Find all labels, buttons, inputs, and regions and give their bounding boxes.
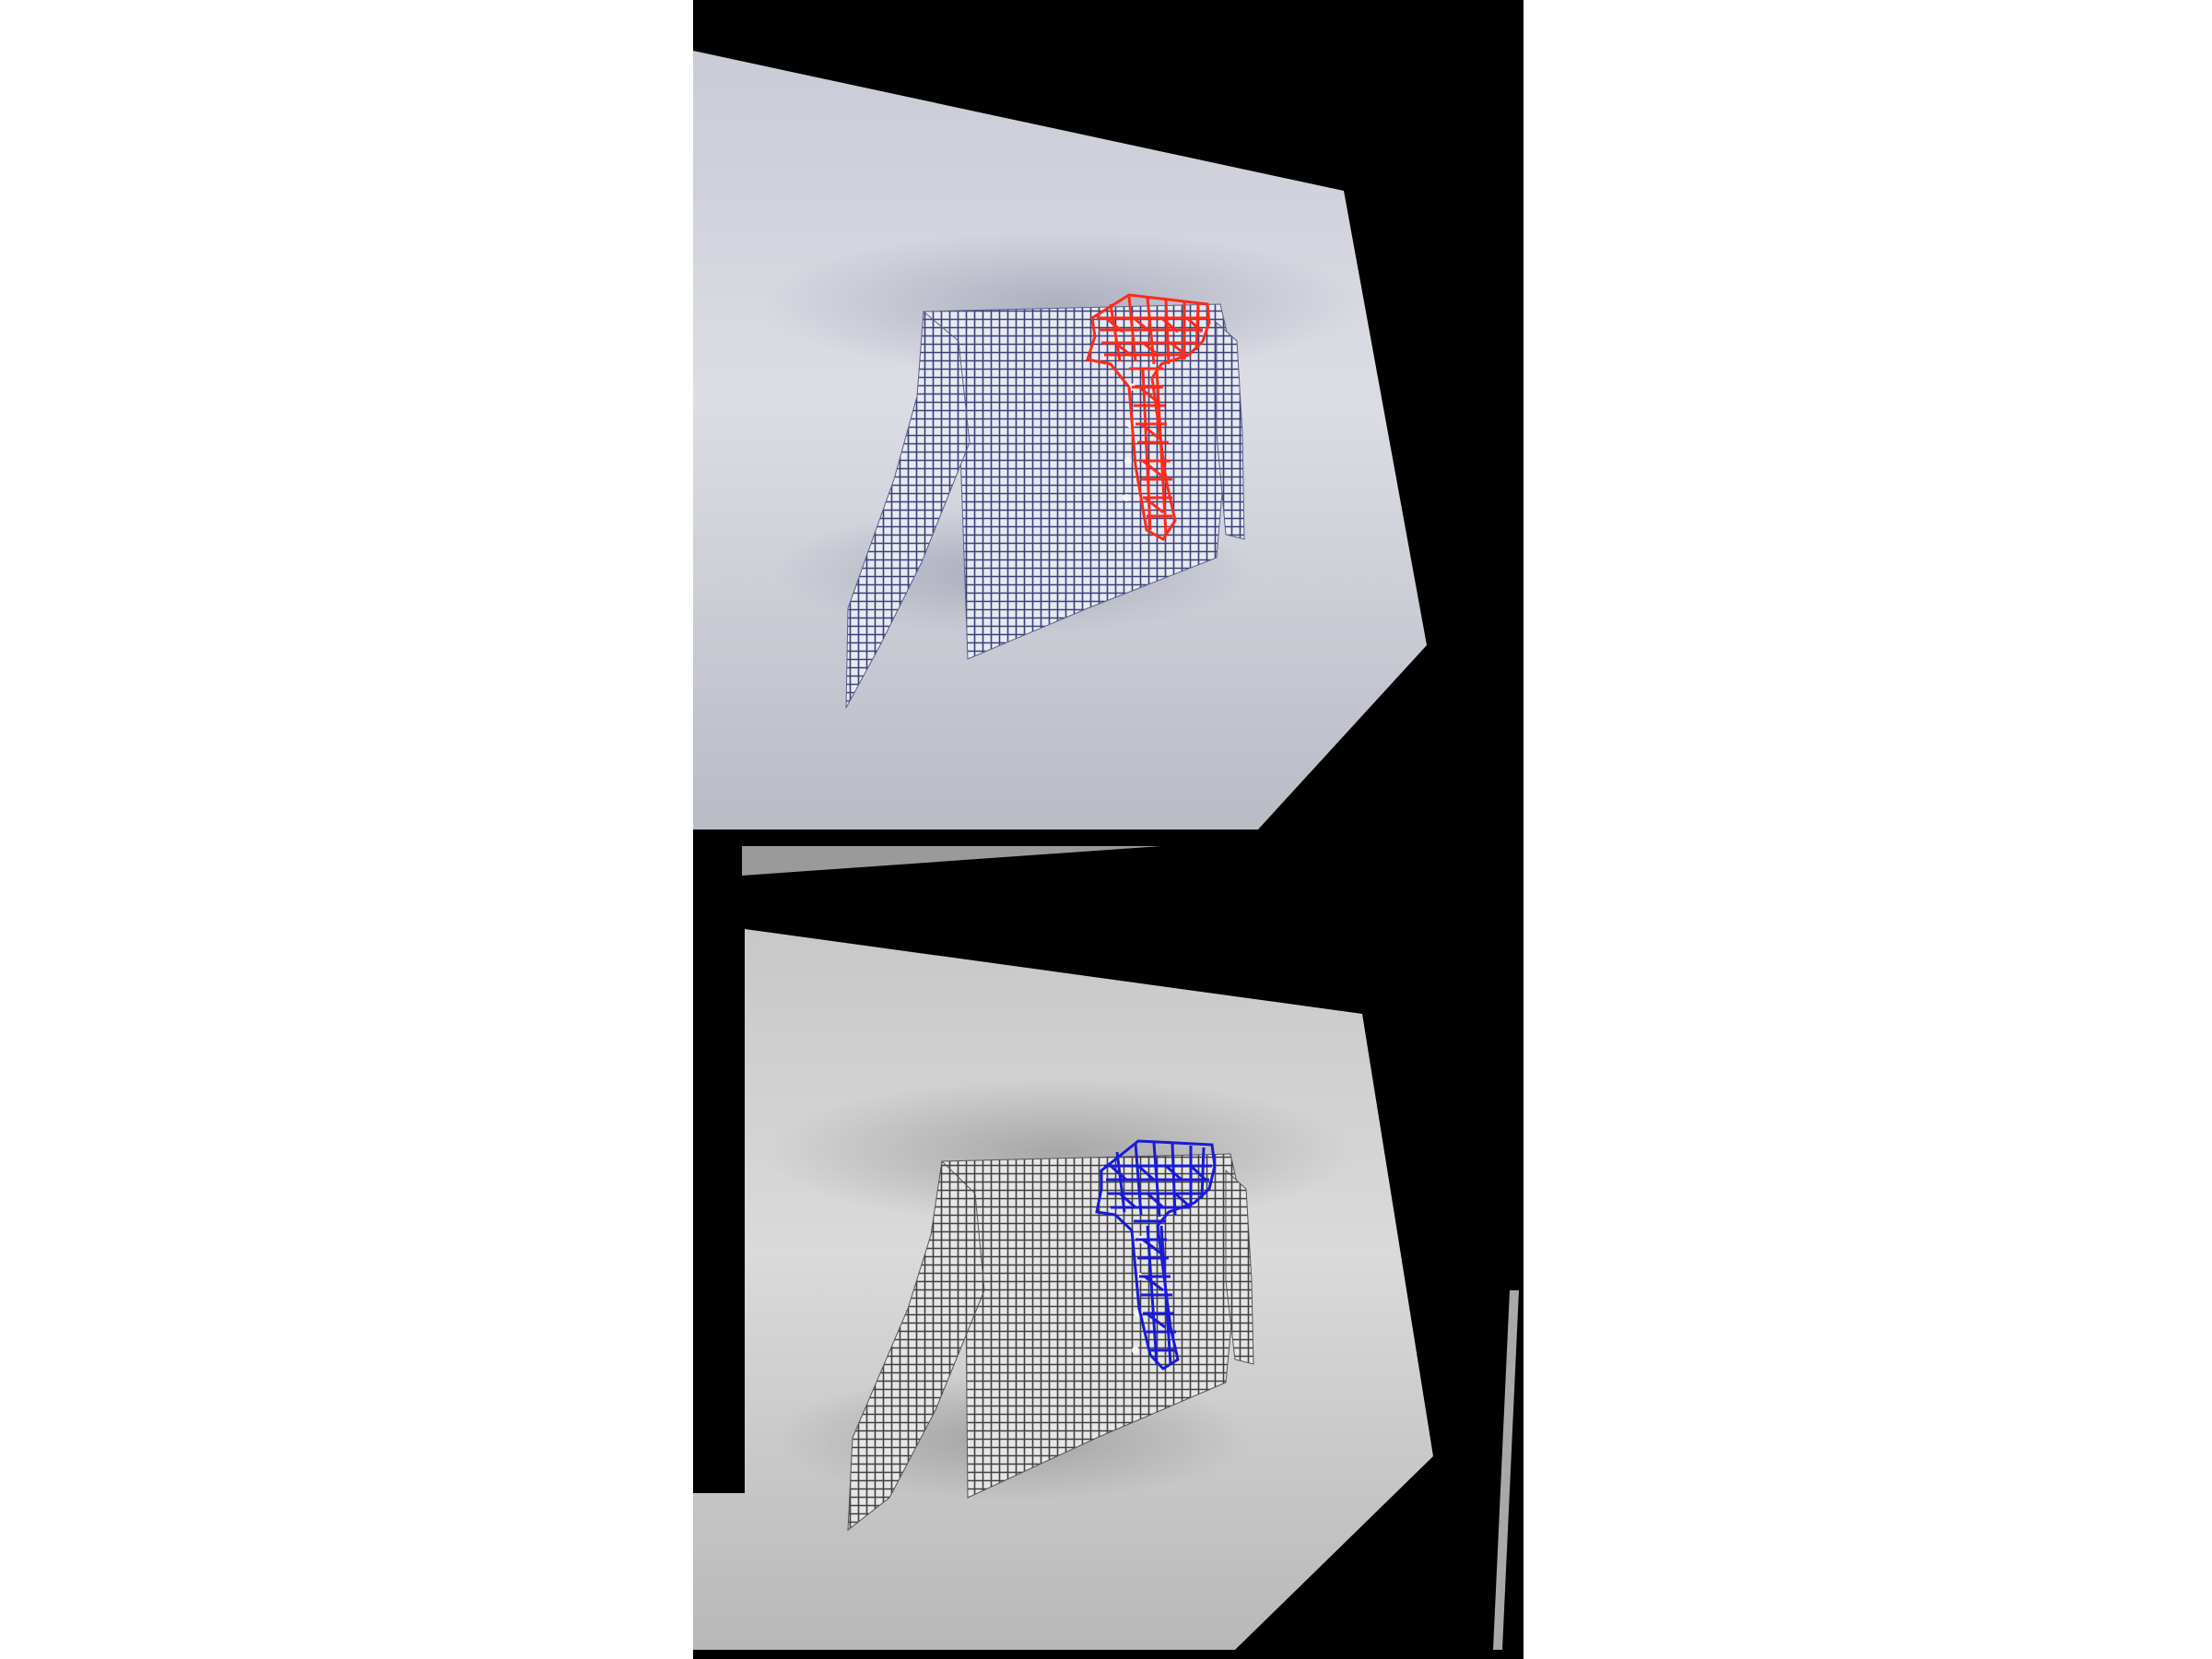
top-panel [693,51,1427,830]
shirt-right-sleeve [1225,1169,1254,1365]
marker-mesh-red [1086,293,1211,541]
sheet-edge-right [1493,1290,1519,1650]
shirt-left-sleeve [845,310,971,709]
sheet-sliver [742,846,1161,876]
shirt-body [923,303,1234,660]
marker-mesh-blue [1095,1139,1217,1371]
bottom-panel [693,929,1519,1650]
shirt-body [941,1153,1243,1499]
shirt-top [845,303,1245,709]
shirt-bottom [847,1153,1254,1532]
shirt-left-sleeve [847,1159,985,1532]
shirt-right-sleeve [1216,321,1245,540]
